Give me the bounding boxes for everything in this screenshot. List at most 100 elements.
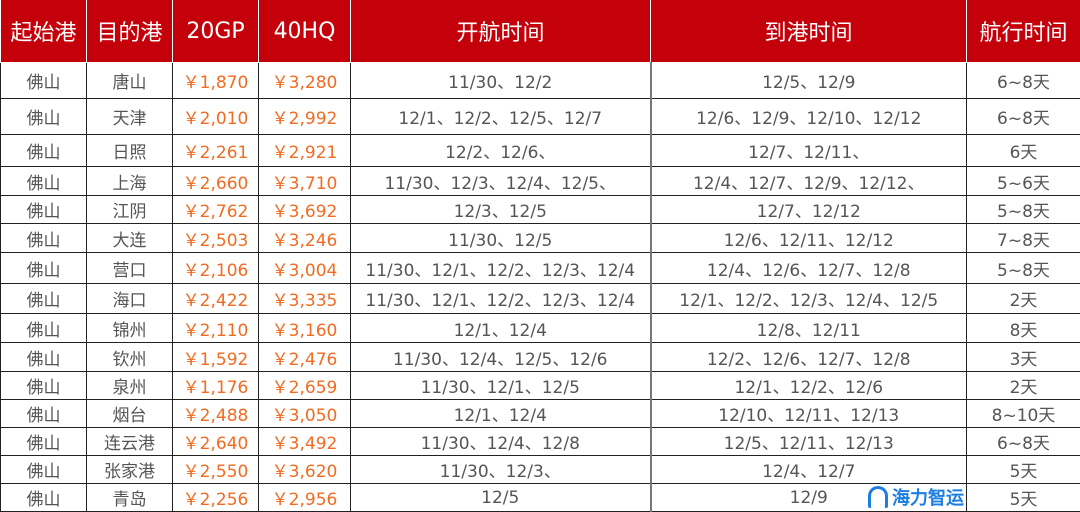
price-20gp-cell: ￥1,592 [173, 343, 259, 372]
origin-port-cell: 佛山 [1, 456, 87, 484]
destination-port-cell: 锦州 [87, 314, 173, 343]
origin-port-cell: 佛山 [1, 428, 87, 456]
arrival-dates-cell: 12/8、12/11 [651, 314, 967, 343]
arrival-dates-cell: 12/7、12/12 [651, 196, 967, 224]
destination-port-cell: 钦州 [87, 343, 173, 372]
origin-port-cell: 佛山 [1, 314, 87, 343]
departure-dates-cell: 11/30、12/4、12/8 [351, 428, 651, 456]
destination-port-cell: 天津 [87, 99, 173, 135]
departure-dates-cell: 11/30、12/2 [351, 63, 651, 99]
price-20gp-cell: ￥2,422 [173, 284, 259, 314]
transit-time-cell: 6~8天 [967, 99, 1080, 135]
destination-port-cell: 营口 [87, 253, 173, 284]
price-40hq-cell: ￥2,921 [259, 135, 351, 167]
origin-port-cell: 佛山 [1, 484, 87, 512]
price-20gp-cell: ￥2,660 [173, 167, 259, 196]
origin-port-cell: 佛山 [1, 343, 87, 372]
column-header-origin-port: 起始港 [1, 0, 87, 63]
price-20gp-cell: ￥2,550 [173, 456, 259, 484]
price-20gp-cell: ￥2,488 [173, 400, 259, 428]
column-header-departure-dates: 开航时间 [351, 0, 651, 63]
arrival-dates-cell: 12/7、12/11、 [651, 135, 967, 167]
price-40hq-cell: ￥3,004 [259, 253, 351, 284]
arrival-dates-cell: 12/4、12/7 [651, 456, 967, 484]
price-20gp-cell: ￥2,261 [173, 135, 259, 167]
column-header-price-40hq: 40HQ [259, 0, 351, 63]
arrival-dates-cell: 12/6、12/11、12/12 [651, 224, 967, 253]
price-40hq-cell: ￥3,050 [259, 400, 351, 428]
arrival-dates-cell: 12/9 [651, 484, 967, 512]
arrival-dates-cell: 12/4、12/7、12/9、12/12、 [651, 167, 967, 196]
price-40hq-cell: ￥2,992 [259, 99, 351, 135]
departure-dates-cell: 12/2、12/6、 [351, 135, 651, 167]
transit-time-cell: 2天 [967, 284, 1080, 314]
arrival-dates-cell: 12/5、12/11、12/13 [651, 428, 967, 456]
transit-time-cell: 8~10天 [967, 400, 1080, 428]
origin-port-cell: 佛山 [1, 196, 87, 224]
price-20gp-cell: ￥2,640 [173, 428, 259, 456]
departure-dates-cell: 12/1、12/4 [351, 314, 651, 343]
destination-port-cell: 上海 [87, 167, 173, 196]
price-40hq-cell: ￥3,160 [259, 314, 351, 343]
price-40hq-cell: ￥3,710 [259, 167, 351, 196]
departure-dates-cell: 11/30、12/1、12/2、12/3、12/4 [351, 253, 651, 284]
origin-port-cell: 佛山 [1, 400, 87, 428]
column-header-arrival-dates: 到港时间 [651, 0, 967, 63]
transit-time-cell: 5天 [967, 484, 1080, 512]
transit-time-cell: 6~8天 [967, 63, 1080, 99]
destination-port-cell: 连云港 [87, 428, 173, 456]
origin-port-cell: 佛山 [1, 167, 87, 196]
origin-port-cell: 佛山 [1, 253, 87, 284]
price-20gp-cell: ￥2,110 [173, 314, 259, 343]
destination-port-cell: 唐山 [87, 63, 173, 99]
column-header-transit-time: 航行时间 [967, 0, 1080, 63]
destination-port-cell: 泉州 [87, 372, 173, 400]
arrival-dates-cell: 12/1、12/2、12/3、12/4、12/5 [651, 284, 967, 314]
departure-dates-cell: 11/30、12/5 [351, 224, 651, 253]
origin-port-cell: 佛山 [1, 63, 87, 99]
transit-time-cell: 5~6天 [967, 167, 1080, 196]
transit-time-cell: 2天 [967, 372, 1080, 400]
price-20gp-cell: ￥2,256 [173, 484, 259, 512]
transit-time-cell: 5天 [967, 456, 1080, 484]
price-20gp-cell: ￥2,762 [173, 196, 259, 224]
departure-dates-cell: 12/1、12/2、12/5、12/7 [351, 99, 651, 135]
departure-dates-cell: 11/30、12/4、12/5、12/6 [351, 343, 651, 372]
arrival-dates-cell: 12/5、12/9 [651, 63, 967, 99]
price-40hq-cell: ￥3,492 [259, 428, 351, 456]
price-40hq-cell: ￥2,476 [259, 343, 351, 372]
destination-port-cell: 海口 [87, 284, 173, 314]
destination-port-cell: 江阴 [87, 196, 173, 224]
origin-port-cell: 佛山 [1, 135, 87, 167]
column-header-destination-port: 目的港 [87, 0, 173, 63]
transit-time-cell: 3天 [967, 343, 1080, 372]
arrival-dates-cell: 12/6、12/9、12/10、12/12 [651, 99, 967, 135]
origin-port-cell: 佛山 [1, 284, 87, 314]
transit-time-cell: 7~8天 [967, 224, 1080, 253]
destination-port-cell: 青岛 [87, 484, 173, 512]
transit-time-cell: 6~8天 [967, 428, 1080, 456]
transit-time-cell: 8天 [967, 314, 1080, 343]
price-40hq-cell: ￥2,659 [259, 372, 351, 400]
origin-port-cell: 佛山 [1, 372, 87, 400]
arrival-dates-cell: 12/4、12/6、12/7、12/8 [651, 253, 967, 284]
departure-dates-cell: 12/5 [351, 484, 651, 512]
origin-port-cell: 佛山 [1, 224, 87, 253]
